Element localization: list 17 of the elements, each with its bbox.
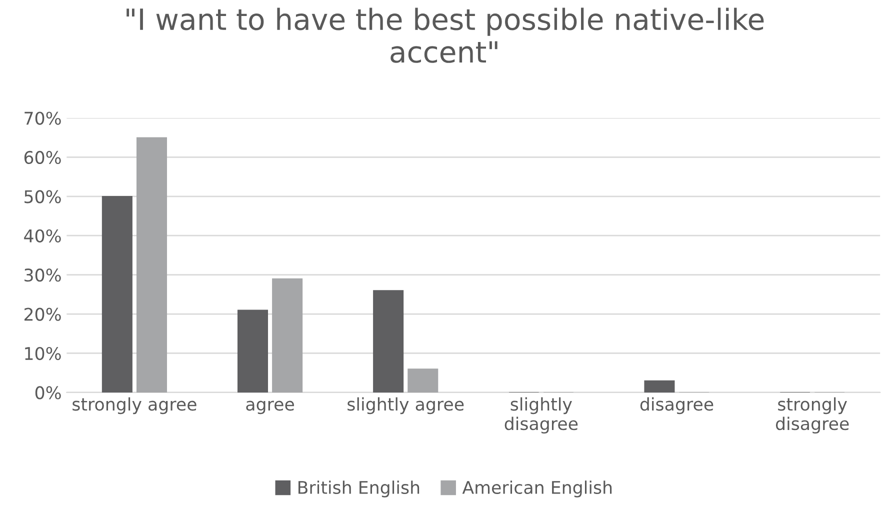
y-tick-label: 10% (25, 346, 61, 360)
y-tick-label: 50% (24, 190, 61, 204)
x-tick-label: strongly disagree (776, 397, 849, 434)
x-tick-label: disagree (640, 397, 714, 414)
y-tick-label: 30% (24, 268, 61, 282)
y-tick-label: 20% (24, 308, 61, 321)
chart-title: "I want to have the best possible native-like accent" (126, 8, 764, 63)
x-tick-label: slightly disagree (504, 397, 578, 434)
x-tick-label: strongly agree (72, 397, 196, 414)
y-tick-label: 0% (35, 386, 61, 400)
legend-label: American English (462, 480, 612, 498)
x-tick-label: slightly agree (348, 397, 464, 414)
y-tick-label: 70% (24, 112, 61, 125)
y-tick-label: 40% (24, 229, 61, 242)
y-tick-label: 60% (24, 150, 61, 164)
legend-label: British English (298, 480, 420, 498)
x-tick-label: agree (246, 400, 294, 414)
